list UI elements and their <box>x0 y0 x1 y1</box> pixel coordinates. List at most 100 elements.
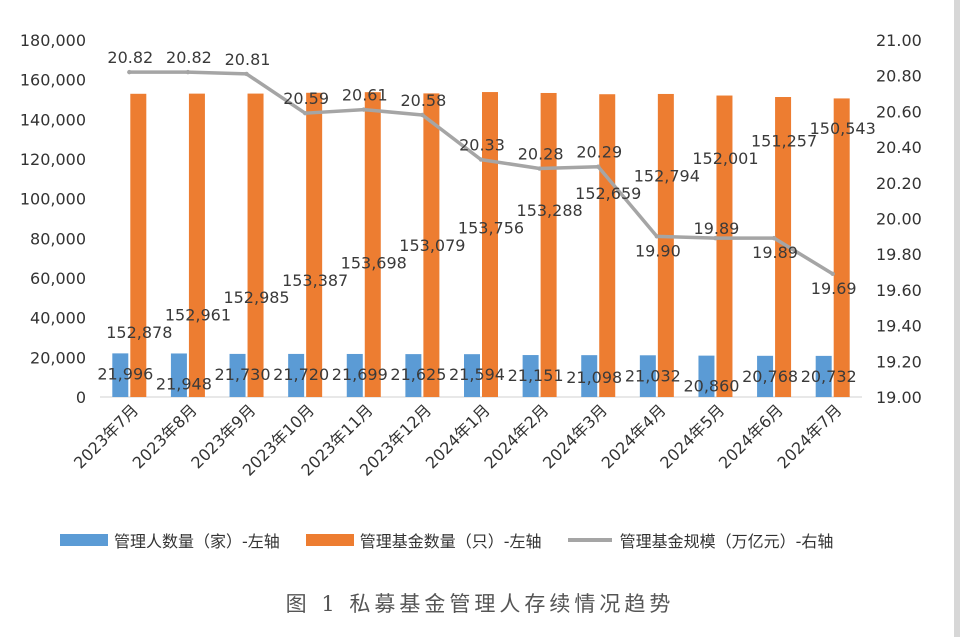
line-group <box>127 69 835 277</box>
legend-swatch-funds <box>305 534 354 546</box>
bar-funds <box>599 94 616 397</box>
bar-funds <box>657 93 674 398</box>
data-label-funds: 152,794 <box>634 166 700 185</box>
y-right-tick-label: 20.60 <box>876 102 922 121</box>
data-label-fund-scale: 19.90 <box>635 241 681 260</box>
data-label-managers: 21,625 <box>390 365 446 384</box>
legend-label-managers: 管理人数量（家）-左轴 <box>114 532 280 551</box>
line-point-fund-scale <box>127 69 132 75</box>
data-label-fund-scale: 20.82 <box>166 48 212 67</box>
y-left-tick-label: 160,000 <box>20 71 86 90</box>
y-right-tick-label: 19.80 <box>876 245 922 264</box>
bar-managers <box>346 353 363 397</box>
bars-group <box>112 92 850 398</box>
legend-swatch-managers <box>60 534 108 546</box>
line-point-fund-scale <box>654 234 660 239</box>
line-point-fund-scale <box>478 157 484 162</box>
bar-managers <box>229 353 246 397</box>
bar-funds <box>364 92 381 397</box>
data-label-fund-scale: 20.29 <box>576 143 622 162</box>
bar-managers <box>288 353 305 397</box>
legend-label-scale: 管理基金规模（万亿元）-右轴 <box>619 532 834 551</box>
data-label-funds: 152,878 <box>106 323 172 342</box>
page-right-border <box>954 0 960 637</box>
bar-funds <box>130 93 147 398</box>
bar-managers <box>112 353 129 397</box>
y-left-tick-label: 0 <box>76 388 86 407</box>
y-left-tick-label: 180,000 <box>20 31 86 50</box>
data-label-funds: 152,659 <box>575 184 641 203</box>
y-right-tick-label: 19.40 <box>876 317 922 336</box>
y-left-tick-label: 120,000 <box>20 150 86 169</box>
data-label-funds: 153,698 <box>341 253 407 272</box>
bar-funds <box>775 97 792 397</box>
figure-caption: 图 1 私募基金管理人存续情况趋势 <box>285 592 675 616</box>
y-right-tick-label: 20.00 <box>876 210 922 229</box>
bar-funds <box>540 92 557 398</box>
data-label-fund-scale: 20.81 <box>225 50 271 69</box>
bar-managers <box>815 355 832 397</box>
data-label-funds: 153,079 <box>399 236 465 255</box>
legend-label-funds: 管理基金数量（只）-左轴 <box>359 532 542 551</box>
data-label-fund-scale: 19.89 <box>694 219 740 238</box>
data-label-managers: 21,699 <box>332 365 388 384</box>
y-right-tick-label: 20.40 <box>876 138 922 157</box>
data-label-fund-scale: 20.58 <box>400 91 446 110</box>
line-point-fund-scale <box>830 271 835 277</box>
line-point-fund-scale <box>361 107 366 112</box>
legend-item-managers: 管理人数量（家）-左轴 <box>60 528 280 552</box>
bar-managers <box>522 355 539 397</box>
line-point-fund-scale <box>185 69 191 75</box>
line-point-fund-scale <box>537 166 542 171</box>
line-point-fund-scale <box>596 164 601 169</box>
data-label-fund-scale: 20.61 <box>342 86 388 105</box>
y-right-tick-label: 20.80 <box>876 67 922 86</box>
data-label-managers: 20,732 <box>801 367 857 386</box>
bar-funds <box>188 93 205 397</box>
bar-funds <box>482 92 498 397</box>
legend-swatch-scale <box>567 538 612 542</box>
line-point-fund-scale <box>302 110 308 116</box>
data-label-fund-scale: 20.82 <box>107 48 153 67</box>
y-right-tick-label: 19.60 <box>876 281 922 300</box>
y-left-tick-label: 140,000 <box>20 110 86 129</box>
data-label-funds: 151,257 <box>751 132 817 151</box>
bar-managers <box>405 354 422 397</box>
y-left-tick-label: 40,000 <box>30 309 86 328</box>
data-label-managers: 21,996 <box>97 364 153 383</box>
data-label-funds: 152,001 <box>692 149 758 168</box>
y-left-tick-label: 20,000 <box>30 348 86 367</box>
data-label-managers: 20,768 <box>742 367 798 386</box>
legend-item-scale: 管理基金规模（万亿元）-右轴 <box>567 528 834 552</box>
bar-funds <box>716 95 733 398</box>
y-right-tick-label: 19.00 <box>876 388 922 407</box>
data-label-managers: 20,860 <box>683 377 739 396</box>
data-label-managers: 21,594 <box>449 365 505 384</box>
bar-funds <box>833 98 850 398</box>
bar-managers <box>698 355 715 397</box>
line-point-fund-scale <box>244 71 249 77</box>
bar-managers <box>639 355 656 397</box>
data-label-funds: 153,288 <box>517 201 583 220</box>
y-left-tick-label: 100,000 <box>20 190 86 209</box>
y-right-tick-label: 19.20 <box>876 352 922 371</box>
line-point-fund-scale <box>420 112 425 118</box>
bar-funds <box>247 93 264 398</box>
data-label-managers: 21,730 <box>215 365 271 384</box>
data-label-fund-scale: 20.33 <box>459 136 505 155</box>
data-label-managers: 21,098 <box>566 368 622 387</box>
data-label-fund-scale: 19.69 <box>811 279 857 298</box>
bar-managers <box>464 354 480 397</box>
y-right-tick-label: 20.20 <box>876 174 922 193</box>
data-label-funds: 150,543 <box>810 119 876 138</box>
bar-funds <box>423 93 440 398</box>
line-point-fund-scale <box>713 235 718 241</box>
bar-funds <box>306 92 323 398</box>
data-label-funds: 153,387 <box>282 271 348 290</box>
legend-item-funds: 管理基金数量（只）-左轴 <box>305 528 542 552</box>
data-label-managers: 21,032 <box>625 366 681 385</box>
data-label-fund-scale: 19.89 <box>752 243 798 262</box>
legend: 管理人数量（家）-左轴 管理基金数量（只）-左轴 管理基金规模（万亿元）-右轴 <box>60 528 940 552</box>
